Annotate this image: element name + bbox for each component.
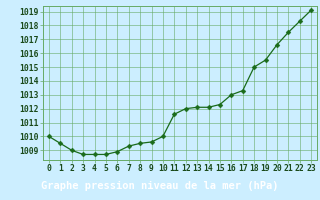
Text: Graphe pression niveau de la mer (hPa): Graphe pression niveau de la mer (hPa): [41, 181, 279, 191]
